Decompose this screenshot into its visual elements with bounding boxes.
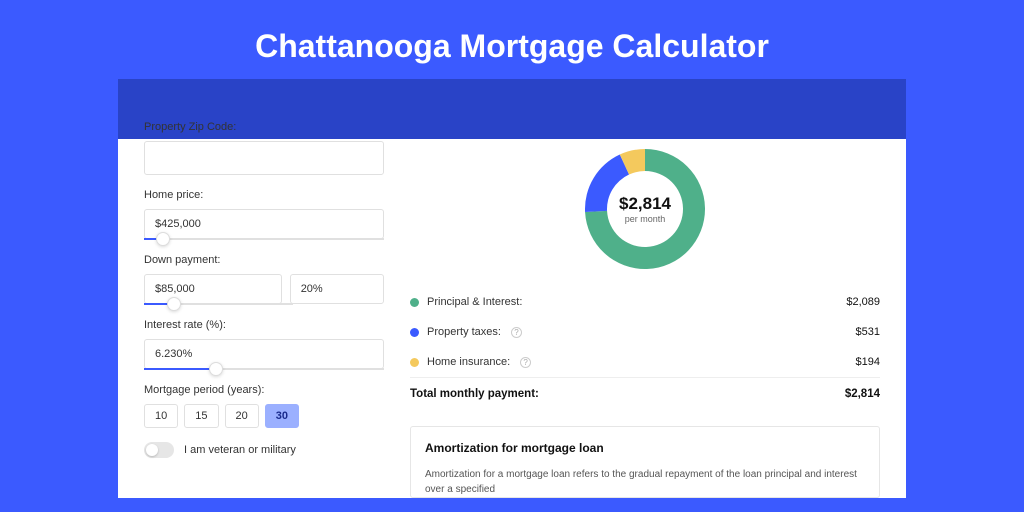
- zip-label: Property Zip Code:: [144, 121, 384, 133]
- interest-rate-field: Interest rate (%):: [144, 319, 384, 370]
- donut-center-sub: per month: [625, 214, 666, 224]
- total-label: Total monthly payment:: [410, 388, 539, 400]
- legend-label: Principal & Interest:: [427, 296, 522, 308]
- zip-field: Property Zip Code:: [144, 121, 384, 175]
- down-payment-label: Down payment:: [144, 254, 384, 266]
- inputs-column: Property Zip Code: Home price: Down paym…: [144, 121, 384, 498]
- home-price-label: Home price:: [144, 189, 384, 201]
- period-button-30[interactable]: 30: [265, 404, 299, 428]
- calculator-card: Property Zip Code: Home price: Down paym…: [118, 95, 906, 498]
- breakdown-column: Monthly payment breakdown: $2,814 per mo…: [410, 121, 880, 498]
- legend-label: Property taxes:: [427, 326, 501, 338]
- legend-value: $194: [856, 356, 880, 368]
- legend-row: Home insurance:? $194: [410, 347, 880, 377]
- total-value: $2,814: [845, 388, 880, 400]
- down-payment-slider[interactable]: [144, 303, 293, 305]
- veteran-row: I am veteran or military: [144, 442, 384, 458]
- down-payment-slider-handle[interactable]: [167, 297, 181, 311]
- interest-rate-label: Interest rate (%):: [144, 319, 384, 331]
- mortgage-period-field: Mortgage period (years): 1015 2030: [144, 384, 384, 428]
- legend-dot: [410, 328, 419, 337]
- interest-rate-slider-handle[interactable]: [209, 362, 223, 376]
- amortization-title: Amortization for mortgage loan: [425, 441, 865, 455]
- interest-rate-input[interactable]: [144, 339, 384, 369]
- total-row: Total monthly payment: $2,814: [410, 377, 880, 410]
- period-button-20[interactable]: 20: [225, 404, 259, 428]
- legend-label: Home insurance:: [427, 356, 510, 368]
- legend-value: $531: [856, 326, 880, 338]
- donut-wrap: $2,814 per month: [410, 149, 880, 269]
- zip-input[interactable]: [144, 141, 384, 175]
- veteran-label: I am veteran or military: [184, 444, 296, 456]
- legend-value: $2,089: [846, 296, 880, 308]
- veteran-toggle-knob: [146, 444, 158, 456]
- mortgage-period-label: Mortgage period (years):: [144, 384, 384, 396]
- amortization-body: Amortization for a mortgage loan refers …: [425, 467, 865, 497]
- legend-dot: [410, 298, 419, 307]
- interest-rate-slider[interactable]: [144, 368, 384, 370]
- legend-row: Principal & Interest: $2,089: [410, 287, 880, 317]
- home-price-slider[interactable]: [144, 238, 384, 240]
- veteran-toggle[interactable]: [144, 442, 174, 458]
- home-price-field: Home price:: [144, 189, 384, 240]
- help-icon[interactable]: ?: [511, 327, 522, 338]
- down-payment-percent-input[interactable]: [290, 274, 384, 304]
- period-button-15[interactable]: 15: [184, 404, 218, 428]
- page-title: Chattanooga Mortgage Calculator: [0, 0, 1024, 87]
- payment-donut-chart: $2,814 per month: [585, 149, 705, 269]
- legend-row: Property taxes:? $531: [410, 317, 880, 347]
- period-button-10[interactable]: 10: [144, 404, 178, 428]
- mortgage-period-buttons: 1015 2030: [144, 404, 384, 428]
- amortization-box: Amortization for mortgage loan Amortizat…: [410, 426, 880, 498]
- down-payment-field: Down payment:: [144, 254, 384, 305]
- legend-dot: [410, 358, 419, 367]
- legend-list: Principal & Interest: $2,089 Property taxe…: [410, 287, 880, 377]
- down-payment-amount-input[interactable]: [144, 274, 282, 304]
- home-price-slider-handle[interactable]: [156, 232, 170, 246]
- help-icon[interactable]: ?: [520, 357, 531, 368]
- donut-center-amount: $2,814: [619, 194, 671, 214]
- home-price-input[interactable]: [144, 209, 384, 239]
